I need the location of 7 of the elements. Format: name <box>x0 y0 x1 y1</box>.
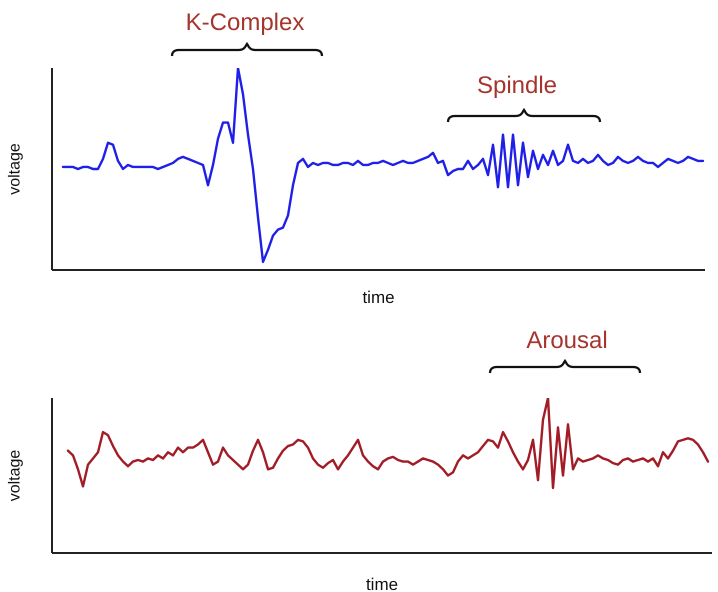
x-axis-title: time <box>366 575 398 592</box>
annotation: Spindle <box>476 72 558 99</box>
x-axis-title: time <box>362 288 395 307</box>
text: Arousal <box>526 327 608 354</box>
text: K-Complex <box>186 9 304 36</box>
y-axis-title: voltage <box>6 143 24 195</box>
y-axis-title: voltage <box>6 450 24 502</box>
